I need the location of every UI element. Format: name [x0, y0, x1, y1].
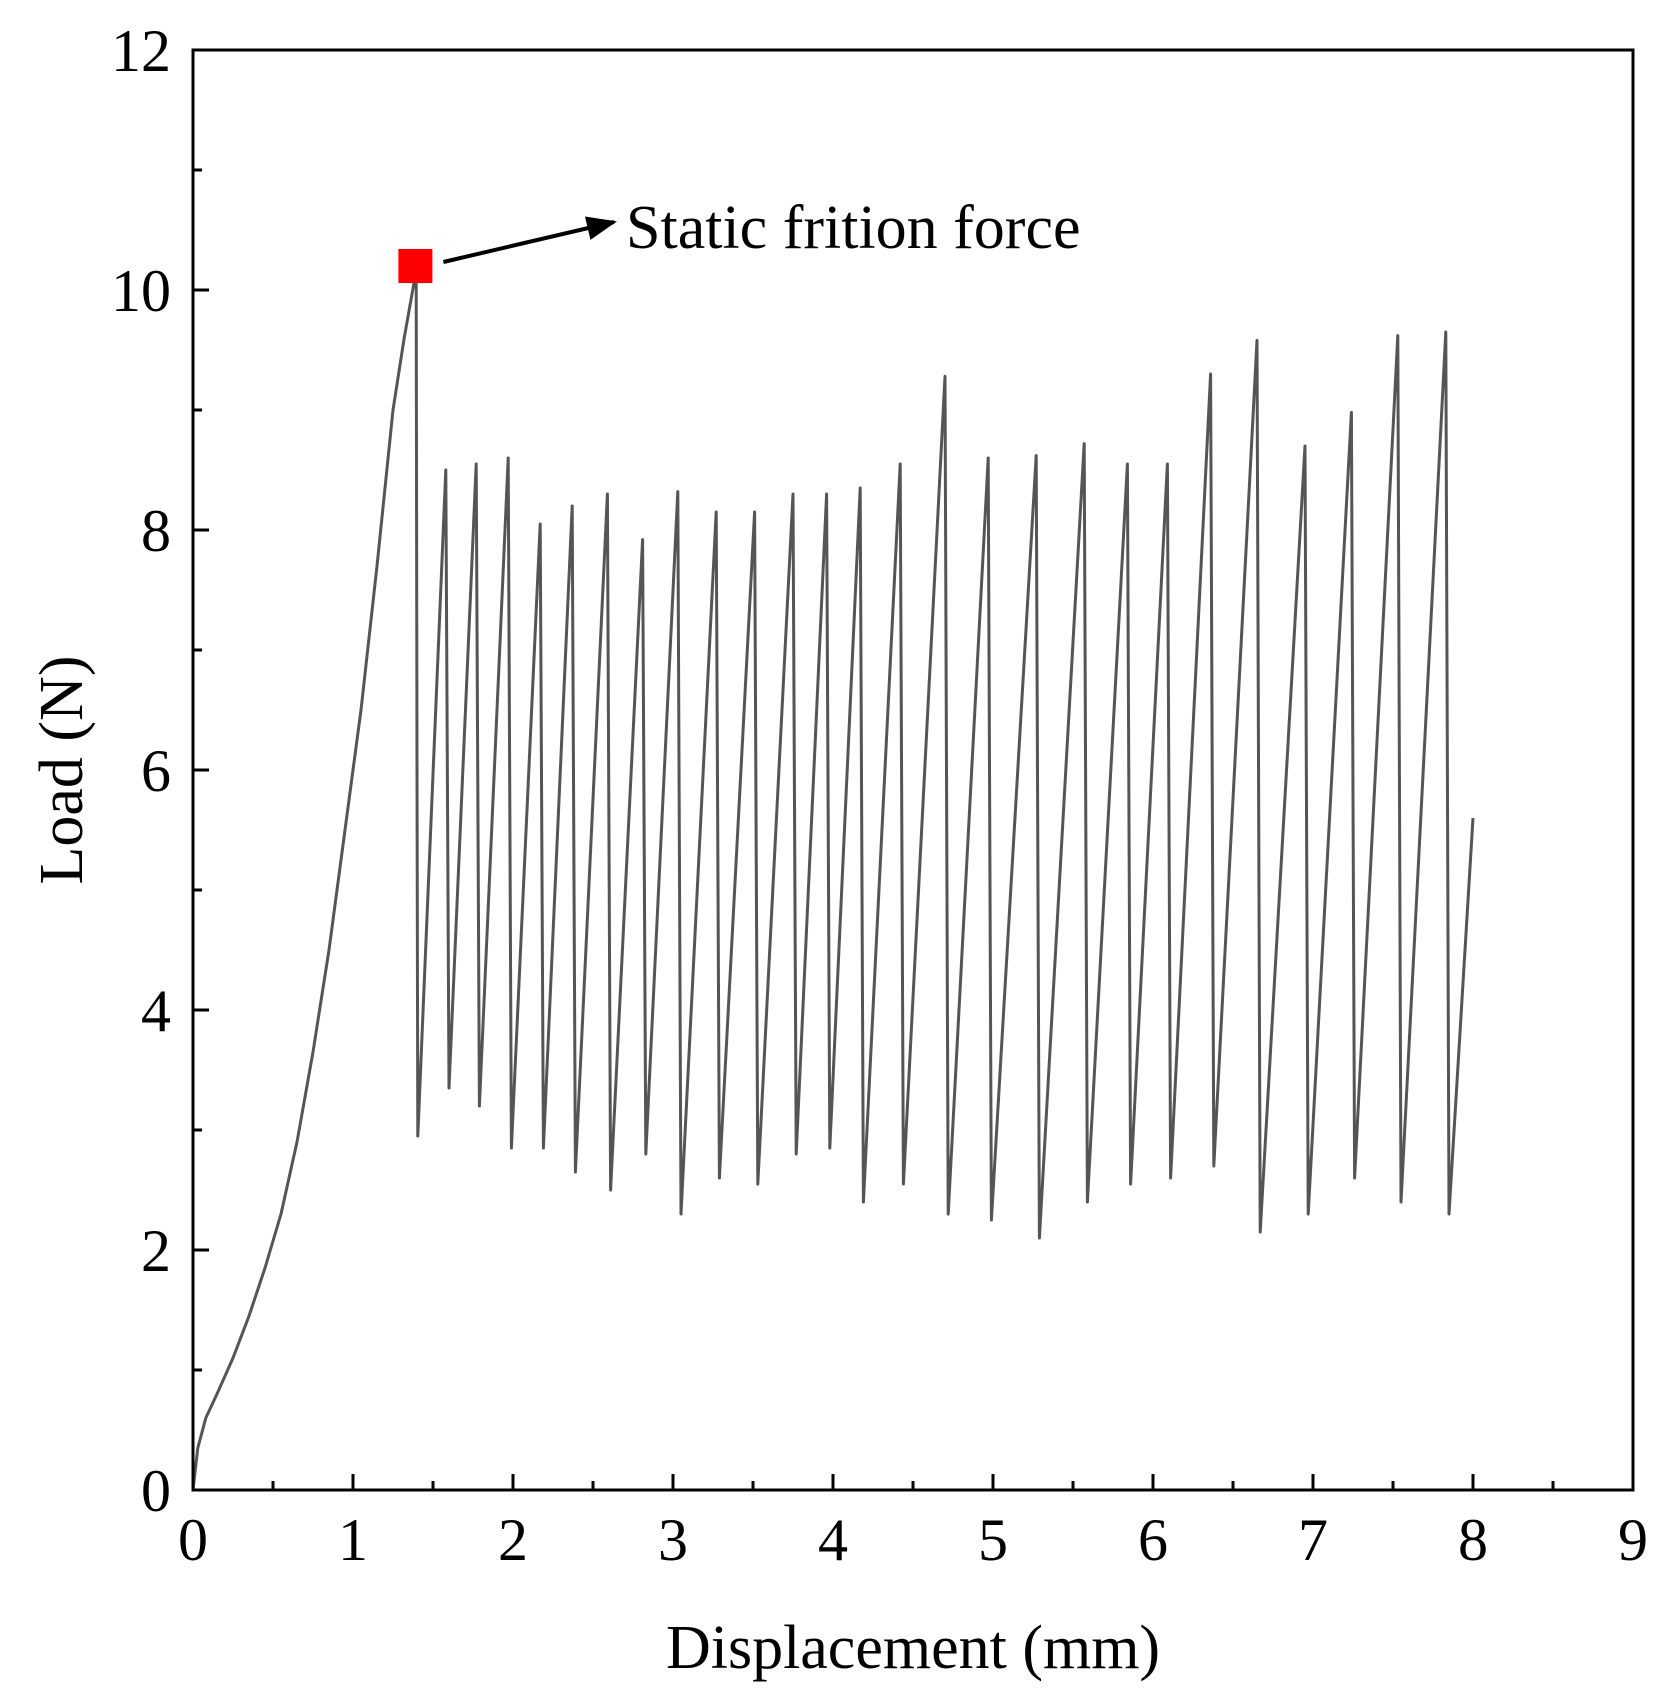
annotation-arrow — [442, 216, 617, 264]
y-tick-label: 4 — [141, 978, 171, 1044]
annotations: Static frition force — [398, 194, 1081, 283]
x-tick-label: 0 — [178, 1507, 208, 1573]
x-tick-label: 9 — [1618, 1507, 1648, 1573]
x-tick-label: 1 — [338, 1507, 368, 1573]
x-tick-label: 5 — [978, 1507, 1008, 1573]
annotation-label: Static frition force — [626, 194, 1081, 262]
y-tick-label: 2 — [141, 1218, 171, 1284]
y-tick-label: 12 — [111, 18, 171, 84]
x-tick-label: 4 — [818, 1507, 848, 1573]
y-tick-label: 0 — [141, 1458, 171, 1524]
static-friction-marker — [398, 249, 433, 283]
series-line-0 — [191, 276, 1475, 1491]
x-tick-label: 3 — [658, 1507, 688, 1573]
y-tick-label: 10 — [111, 258, 171, 324]
y-tick-label: 6 — [141, 738, 171, 804]
y-axis-title: Load (N) — [28, 656, 96, 885]
plot-area — [191, 276, 1475, 1491]
y-tick-label: 8 — [141, 498, 171, 564]
x-tick-label: 8 — [1458, 1507, 1488, 1573]
x-axis-title: Displacement (mm) — [666, 1614, 1160, 1682]
x-tick-label: 7 — [1298, 1507, 1328, 1573]
x-tick-label: 6 — [1138, 1507, 1168, 1573]
x-tick-label: 2 — [498, 1507, 528, 1573]
